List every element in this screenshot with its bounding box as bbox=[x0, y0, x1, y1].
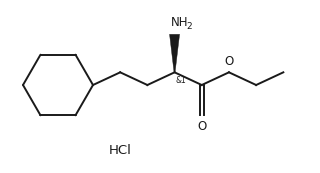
Text: HCl: HCl bbox=[108, 144, 132, 157]
Text: NH: NH bbox=[171, 16, 188, 29]
Text: O: O bbox=[197, 120, 206, 133]
Text: 2: 2 bbox=[187, 22, 192, 31]
Text: &1: &1 bbox=[176, 76, 186, 85]
Polygon shape bbox=[170, 34, 180, 72]
Text: O: O bbox=[224, 55, 234, 68]
